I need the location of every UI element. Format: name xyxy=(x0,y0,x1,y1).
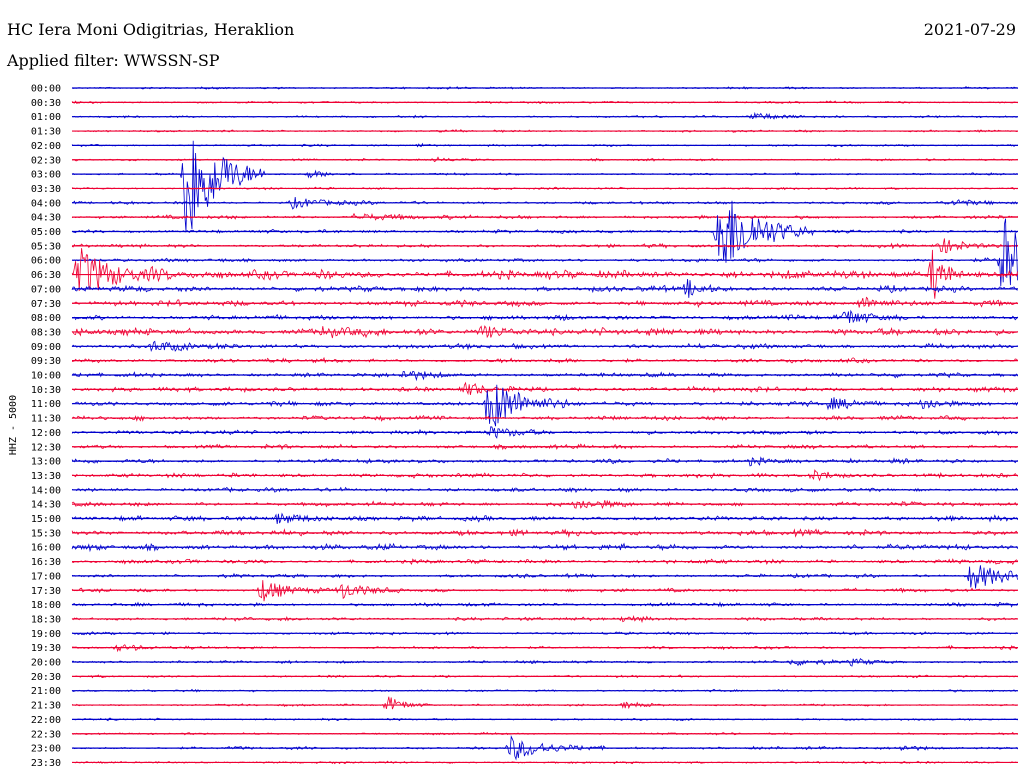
tick-label: 14:30 xyxy=(31,500,61,511)
tick-label: 13:00 xyxy=(31,457,61,468)
tick-label: 17:30 xyxy=(31,586,61,597)
tick-label: 08:30 xyxy=(31,327,61,338)
tick-label: 14:00 xyxy=(31,485,61,496)
trace-row-0630 xyxy=(71,248,1018,299)
tick-label: 07:30 xyxy=(31,299,61,310)
trace-row-1700 xyxy=(71,565,1018,589)
filter-label: Applied filter: WWSSN-SP xyxy=(7,51,220,70)
trace-row-1200 xyxy=(71,426,1018,439)
y-axis-label: HHZ - 5000 xyxy=(8,395,19,455)
tick-label: 23:00 xyxy=(31,744,61,755)
tick-label: 06:00 xyxy=(31,256,61,267)
tick-label: 05:30 xyxy=(31,241,61,252)
trace-row-0300 xyxy=(71,140,1018,232)
tick-label: 18:00 xyxy=(31,600,61,611)
tick-label: 18:30 xyxy=(31,614,61,625)
tick-label: 22:00 xyxy=(31,715,61,726)
tick-label: 02:30 xyxy=(31,155,61,166)
tick-label: 16:00 xyxy=(31,543,61,554)
time-tick-labels: 00:00 00:30 01:00 01:30 02:00 02:30 03:00 03:30… xyxy=(31,84,61,769)
tick-label: 16:30 xyxy=(31,557,61,568)
tick-label: 04:30 xyxy=(31,213,61,224)
tick-label: 13:30 xyxy=(31,471,61,482)
tick-label: 11:30 xyxy=(31,414,61,425)
station-title: HC Iera Moni Odigitrias, Heraklion xyxy=(7,20,295,39)
tick-label: 01:00 xyxy=(31,112,61,123)
tick-label: 01:30 xyxy=(31,127,61,138)
tick-label: 20:00 xyxy=(31,658,61,669)
tick-label: 08:00 xyxy=(31,313,61,324)
tick-label: 04:00 xyxy=(31,198,61,209)
trace-row-0730 xyxy=(71,296,1018,309)
tick-label: 19:30 xyxy=(31,643,61,654)
tick-label: 09:30 xyxy=(31,356,61,367)
tick-label: 09:00 xyxy=(31,342,61,353)
tick-label: 22:30 xyxy=(31,729,61,740)
tick-label: 19:00 xyxy=(31,629,61,640)
recording-date: 2021-07-29 xyxy=(923,20,1016,39)
tick-label: 00:00 xyxy=(31,84,61,95)
tick-label: 05:00 xyxy=(31,227,61,238)
tick-label: 03:30 xyxy=(31,184,61,195)
tick-label: 21:30 xyxy=(31,701,61,712)
tick-label: 10:30 xyxy=(31,385,61,396)
tick-label: 10:00 xyxy=(31,371,61,382)
tick-label: 21:00 xyxy=(31,686,61,697)
trace-row-0800 xyxy=(71,309,1018,324)
tick-label: 07:00 xyxy=(31,284,61,295)
tick-label: 02:00 xyxy=(31,141,61,152)
tick-label: 11:00 xyxy=(31,399,61,410)
tick-label: 20:30 xyxy=(31,672,61,683)
tick-label: 17:00 xyxy=(31,571,61,582)
tick-label: 03:00 xyxy=(31,170,61,181)
trace-lines xyxy=(71,86,1018,765)
tick-label: 15:00 xyxy=(31,514,61,525)
tick-label: 12:00 xyxy=(31,428,61,439)
tick-label: 23:30 xyxy=(31,758,61,769)
tick-label: 12:30 xyxy=(31,442,61,453)
trace-row-2130 xyxy=(71,696,1018,710)
tick-label: 15:30 xyxy=(31,528,61,539)
tick-label: 06:30 xyxy=(31,270,61,281)
tick-label: 00:30 xyxy=(31,98,61,109)
